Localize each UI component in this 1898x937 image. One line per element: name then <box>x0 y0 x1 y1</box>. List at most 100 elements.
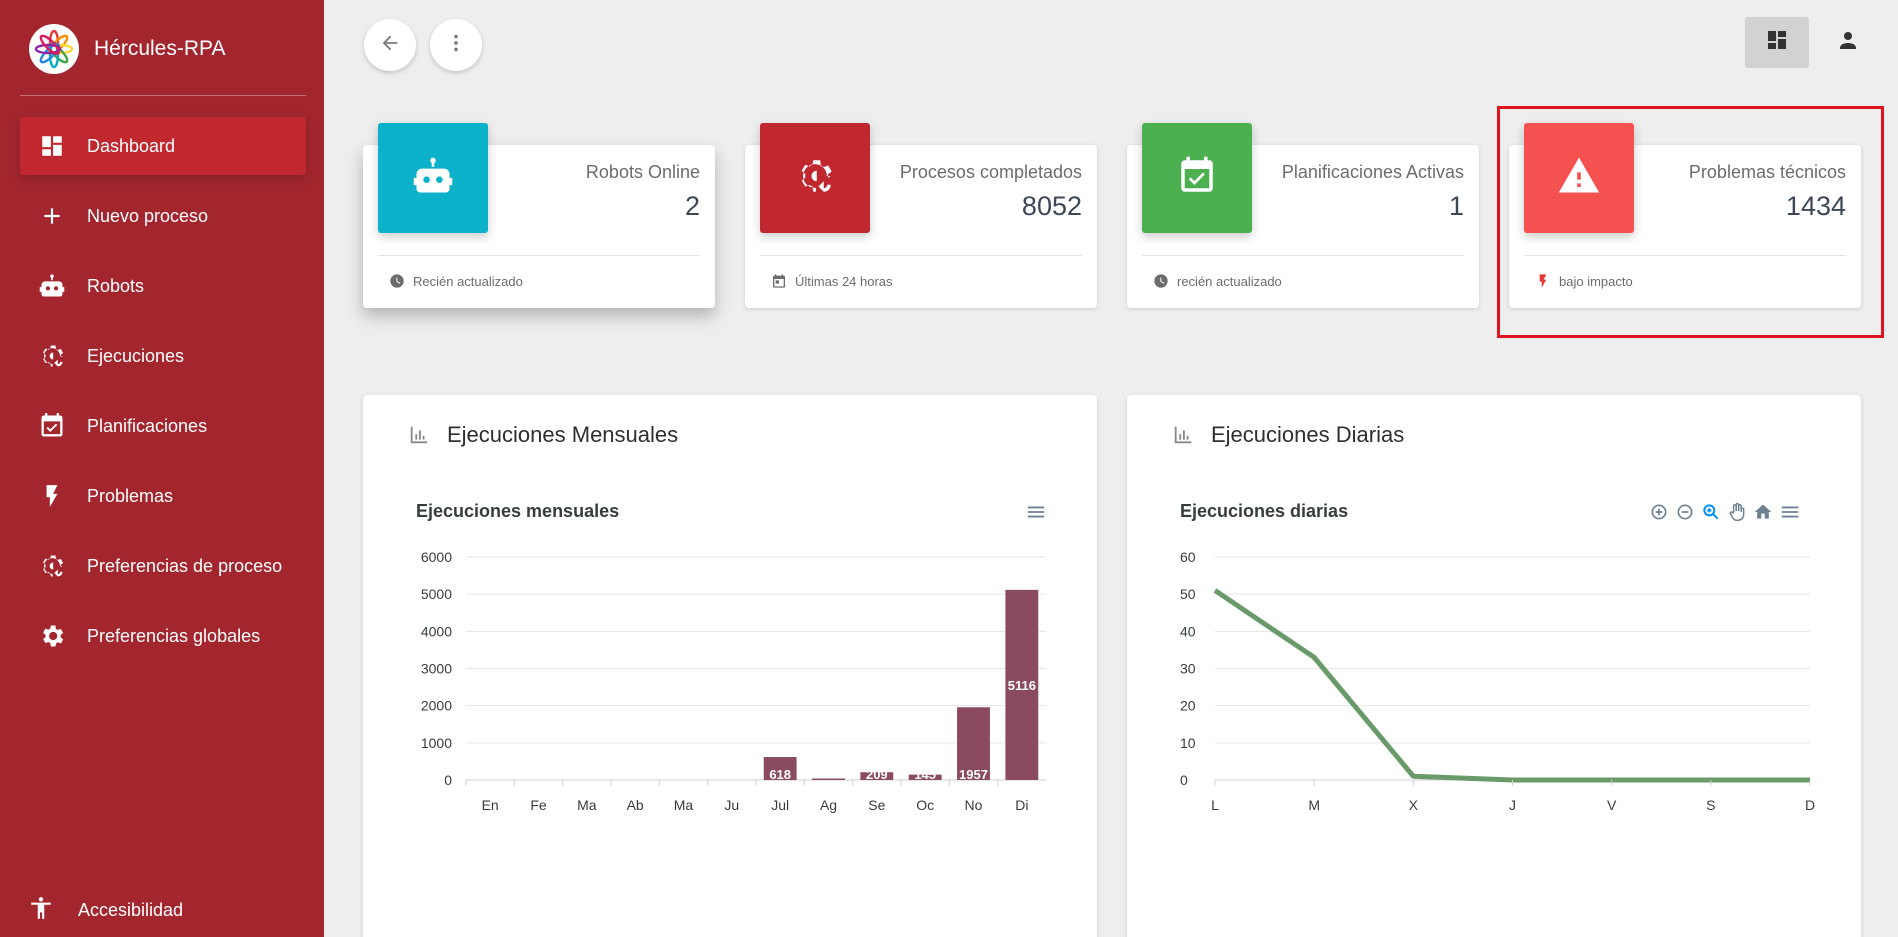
x-tick-label: No <box>965 797 983 813</box>
x-tick-label: J <box>1509 797 1516 813</box>
divider <box>1524 255 1846 256</box>
x-tick-label: D <box>1805 797 1815 813</box>
stat-title: Procesos completados <box>899 162 1082 182</box>
stat-footer: Últimas 24 horas <box>771 273 893 289</box>
dashboard-view-button[interactable] <box>1745 17 1809 68</box>
app-logo <box>29 24 79 74</box>
plus-icon <box>37 201 67 231</box>
sidebar-item-label: Dashboard <box>87 135 176 156</box>
y-tick-label: 0 <box>1180 772 1188 788</box>
y-tick-label: 2000 <box>421 698 452 714</box>
y-tick-label: 4000 <box>421 623 452 639</box>
stat-icon-box <box>1142 123 1252 233</box>
stat-title: Planificaciones Activas <box>1281 162 1464 182</box>
sidebar-item-label: Robots <box>87 275 145 296</box>
back-button[interactable] <box>364 19 416 71</box>
home-icon[interactable] <box>1753 502 1773 527</box>
bar <box>957 707 990 780</box>
stat-value: 2 <box>684 191 700 221</box>
warning-icon <box>1557 154 1601 203</box>
bolt-icon <box>1539 274 1547 288</box>
sidebar-item-label: Planificaciones <box>87 415 208 436</box>
stat-footer: recién actualizado <box>1153 273 1282 289</box>
x-tick-label: Fe <box>530 797 547 813</box>
gear-sync-icon <box>37 341 67 371</box>
bar <box>763 757 797 780</box>
more-vert-icon <box>445 32 467 59</box>
sidebar-item-preferencias-globales[interactable]: Preferencias globales <box>20 607 306 665</box>
panel-ejecuciones-diarias: Ejecuciones Diarias Ejecuciones diarias … <box>1127 395 1861 937</box>
person-icon <box>1836 28 1860 57</box>
daily-line-chart: 0 10 20 30 40 50 60 L M X J V S D <box>1180 549 1815 813</box>
sidebar-item-dashboard[interactable]: Dashboard <box>20 117 306 175</box>
dashboard-icon <box>1765 28 1789 57</box>
selection-zoom-icon[interactable] <box>1701 502 1721 527</box>
panel-header: Ejecuciones Diarias <box>1172 422 1404 448</box>
app-name: Hércules-RPA <box>94 37 226 60</box>
bar-chart-icon <box>1174 426 1192 444</box>
zoom-out-icon[interactable] <box>1675 502 1695 527</box>
y-tick-label: 30 <box>1180 661 1196 677</box>
stat-footer-text: Últimas 24 horas <box>795 273 893 289</box>
stat-icon-box <box>760 123 870 233</box>
sidebar-item-robots[interactable]: Robots <box>20 257 306 315</box>
calendar-check-icon <box>37 411 67 441</box>
bar-chart-icon <box>410 426 428 444</box>
y-tick-label: 40 <box>1180 623 1196 639</box>
sidebar-item-label: Preferencias globales <box>87 625 261 646</box>
stat-card-robots-online: Robots Online 2 Recién actualizado <box>363 123 715 308</box>
calendar-check-icon <box>1176 155 1218 202</box>
stat-card-planificaciones-activas: Planificaciones Activas 1 recién actuali… <box>1127 123 1479 308</box>
x-tick-label: Ju <box>724 797 739 813</box>
brand[interactable]: Hércules-RPA <box>29 24 225 74</box>
stat-icon-box <box>378 123 488 233</box>
sidebar-item-preferencias-de-proceso[interactable]: Preferencias de proceso <box>20 537 306 595</box>
x-tick-label: Ma <box>577 797 597 813</box>
divider <box>1142 255 1464 256</box>
y-tick-label: 60 <box>1180 549 1196 565</box>
x-tick-label: S <box>1706 797 1715 813</box>
x-tick-label: Ag <box>820 797 837 813</box>
pan-hand-icon[interactable] <box>1727 502 1747 527</box>
accessibility-link[interactable]: Accesibilidad <box>28 893 183 928</box>
y-tick-label: 10 <box>1180 735 1196 751</box>
sidebar-item-nuevo-proceso[interactable]: Nuevo proceso <box>20 187 306 245</box>
divider <box>760 255 1082 256</box>
more-options-button[interactable] <box>430 19 482 71</box>
gear-sync-icon <box>794 155 836 202</box>
clock-icon <box>390 274 404 288</box>
x-tick-label: Jul <box>771 797 789 813</box>
user-profile-button[interactable] <box>1816 17 1880 68</box>
zoom-in-icon[interactable] <box>1649 502 1669 527</box>
stat-card-problemas-tecnicos: Problemas técnicos 1434 bajo impacto <box>1509 123 1861 308</box>
chart-title: Ejecuciones diarias <box>1180 501 1349 521</box>
highlight-box <box>1497 106 1884 338</box>
panel-ejecuciones-mensuales: Ejecuciones Mensuales Ejecuciones mensua… <box>363 395 1097 937</box>
bar <box>1005 589 1039 780</box>
x-tick-label: Ma <box>674 797 694 813</box>
arrow-left-icon <box>379 32 401 59</box>
sidebar-item-label: Preferencias de proceso <box>87 555 283 576</box>
x-tick-label: L <box>1211 797 1219 813</box>
y-tick-label: 5000 <box>421 586 452 602</box>
stat-title: Robots Online <box>585 162 700 182</box>
sidebar-item-planificaciones[interactable]: Planificaciones <box>20 397 306 455</box>
bolt-icon <box>37 481 67 511</box>
robot-icon <box>37 271 67 301</box>
bar-data-label: 618 <box>769 767 791 782</box>
menu-icon[interactable] <box>1779 501 1801 528</box>
stat-value: 1 <box>1448 191 1464 221</box>
x-tick-label: Di <box>1015 797 1028 813</box>
sidebar-item-problemas[interactable]: Problemas <box>20 467 306 525</box>
sidebar: Hércules-RPA Dashboard Nuevo proceso Rob… <box>0 0 324 937</box>
chart-menu-button[interactable] <box>1025 501 1047 528</box>
bar-data-label: 145 <box>914 767 936 782</box>
accessibility-icon <box>28 893 54 928</box>
x-tick-label: Se <box>868 797 885 813</box>
sidebar-item-ejecuciones[interactable]: Ejecuciones <box>20 327 306 385</box>
calendar-icon <box>773 274 785 288</box>
x-tick-label: X <box>1409 797 1419 813</box>
bar-data-label: 5116 <box>1008 678 1036 693</box>
y-tick-label: 1000 <box>421 735 452 751</box>
x-tick-label: M <box>1308 797 1320 813</box>
